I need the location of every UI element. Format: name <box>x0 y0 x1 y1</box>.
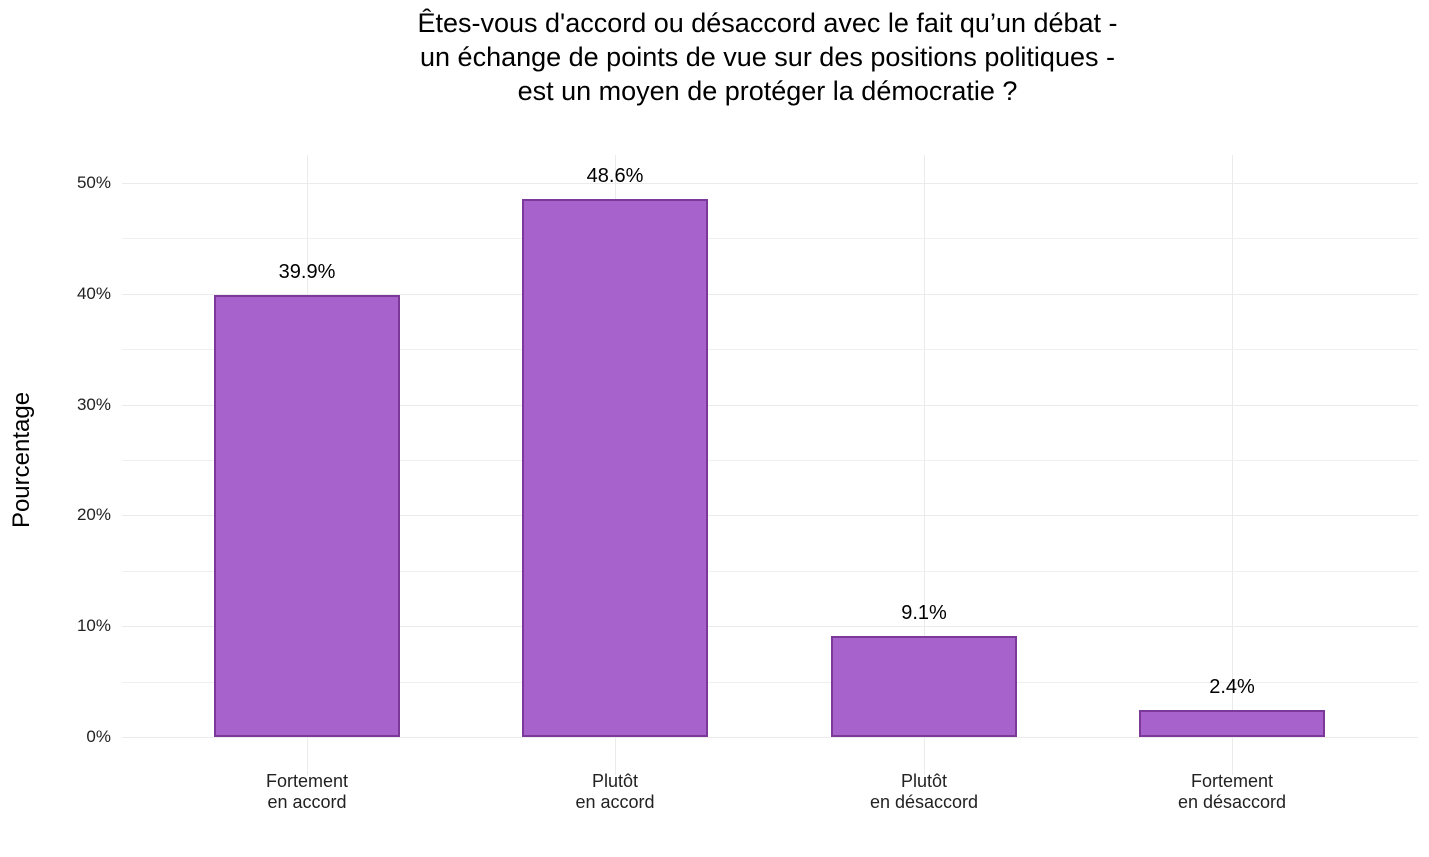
chart-title-line-2: un échange de points de vue sur des posi… <box>420 42 1115 72</box>
grid-line-major <box>122 183 1418 184</box>
bar-fortement-en-d-saccord <box>1139 710 1325 737</box>
y-tick-label: 20% <box>76 505 111 525</box>
y-tick-label: 30% <box>76 394 111 414</box>
grid-line-minor <box>122 570 1418 572</box>
grid-line-vertical <box>924 155 925 775</box>
grid-line-major <box>122 404 1418 406</box>
grid-line-major <box>122 293 1418 295</box>
bar-value-label: 39.9% <box>278 260 336 283</box>
x-tick-label: Plutôt en accord <box>575 771 655 812</box>
bar-fortement-en-accord <box>214 294 400 737</box>
chart-title-line-3: est un moyen de protéger la démocratie ? <box>517 76 1018 106</box>
y-tick-label: 50% <box>76 173 111 192</box>
grid-line-minor <box>122 460 1418 461</box>
x-tick-label: Fortement en accord <box>265 771 349 812</box>
chart-title: Êtes-vous d'accord ou désaccord avec le … <box>0 6 1429 108</box>
grid-line-major <box>122 737 1418 738</box>
y-tick-label: 40% <box>76 283 111 303</box>
grid-line-major <box>122 515 1418 517</box>
bar-value-label: 48.6% <box>586 164 644 187</box>
bar-value-label: 9.1% <box>901 602 947 625</box>
bar-plut-t-en-d-saccord <box>831 636 1017 737</box>
bar-plut-t-en-accord <box>522 198 708 737</box>
grid-line-vertical <box>1232 155 1233 775</box>
grid-line-minor <box>122 349 1418 351</box>
grid-line-major <box>122 626 1418 628</box>
x-tick-label: Plutôt en désaccord <box>869 771 979 812</box>
chart-title-line-1: Êtes-vous d'accord ou désaccord avec le … <box>417 8 1118 38</box>
y-tick-label: 10% <box>76 616 111 636</box>
grid-line-minor <box>122 238 1418 240</box>
y-tick-label: 0% <box>86 727 111 746</box>
bar-value-label: 2.4% <box>1209 676 1255 699</box>
grid-line-minor <box>122 681 1418 683</box>
x-tick-label: Fortement en désaccord <box>1177 771 1287 812</box>
